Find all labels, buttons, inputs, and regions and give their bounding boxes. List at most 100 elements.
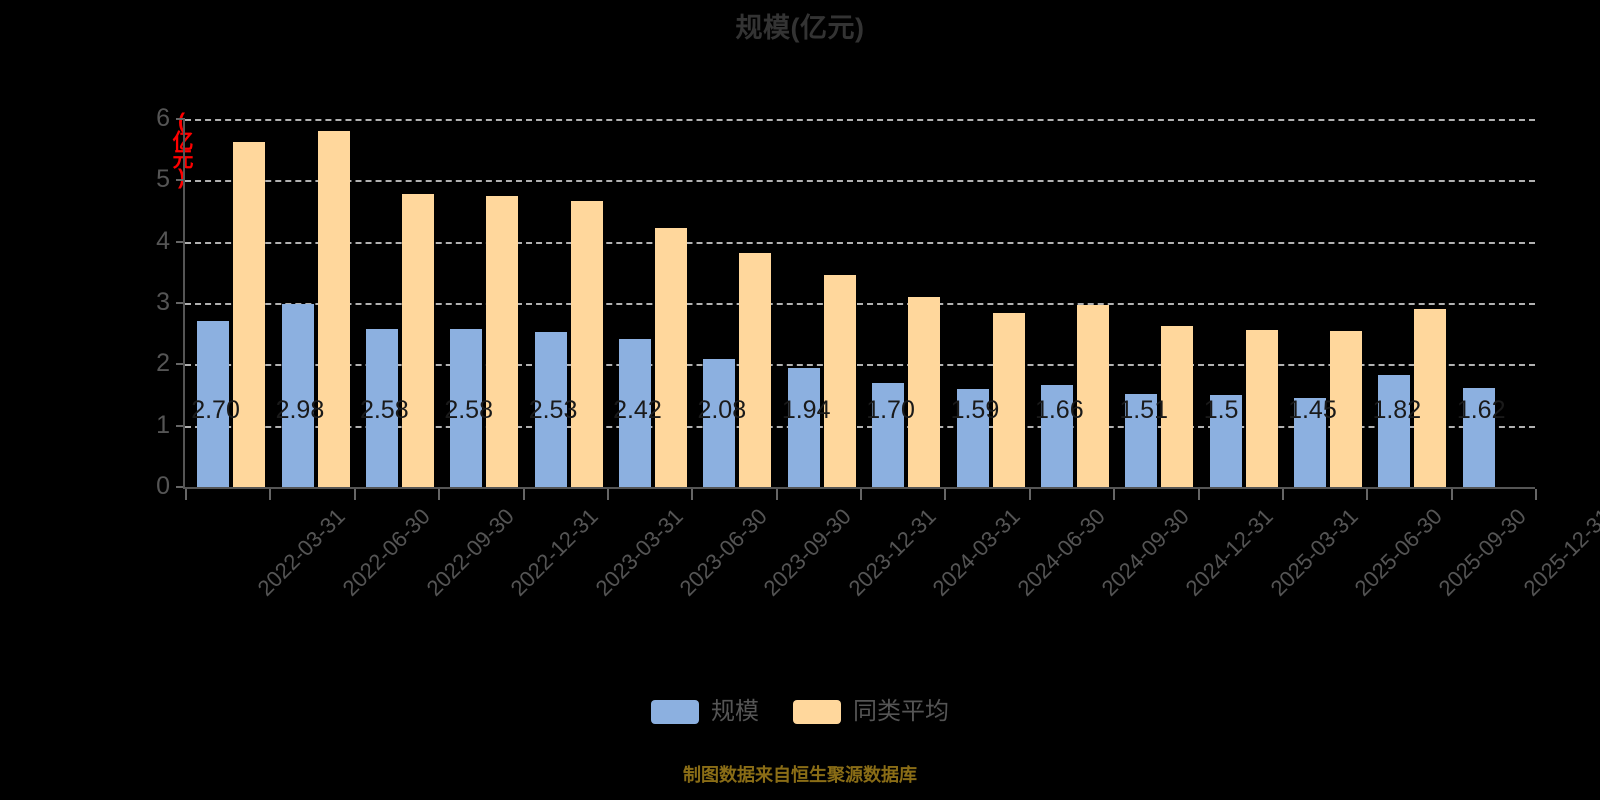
bar-peer-average[interactable] (1245, 330, 1278, 487)
y-tick-label: 3 (156, 288, 170, 316)
x-tick-label: 2025-03-31 (1265, 503, 1363, 601)
legend-item[interactable]: 规模 (651, 700, 759, 724)
bar-size[interactable] (956, 389, 989, 487)
y-tick-mark (176, 302, 185, 304)
x-tick-mark (691, 489, 694, 500)
bar-peer-average[interactable] (233, 142, 266, 487)
bar-size[interactable] (450, 328, 483, 487)
x-tick-label: 2022-09-30 (421, 503, 519, 601)
bar-size[interactable] (197, 321, 230, 487)
gridline (185, 364, 1535, 367)
bar-size[interactable] (1378, 375, 1411, 487)
bar-peer-average[interactable] (401, 194, 434, 487)
x-tick-mark (1535, 489, 1537, 500)
y-tick-label: 5 (156, 165, 170, 194)
bar-peer-average[interactable] (739, 252, 772, 487)
bar-group (776, 119, 860, 487)
bar-size[interactable] (534, 331, 567, 487)
bar-size[interactable] (872, 382, 905, 487)
x-tick-mark (944, 489, 947, 500)
bar-value-label: 1.51 (1119, 396, 1168, 425)
x-tick-label: 2025-12-31 (1518, 503, 1600, 601)
bar-peer-average[interactable] (317, 131, 350, 487)
bar-group (1282, 119, 1366, 487)
x-tick-mark (775, 489, 778, 500)
x-tick-mark (185, 489, 187, 500)
gridlines (185, 119, 1535, 487)
bar-size[interactable] (1294, 398, 1327, 487)
y-axis-line (183, 119, 185, 488)
x-tick-mark (1028, 489, 1031, 500)
bar-peer-average[interactable] (1076, 304, 1109, 487)
x-tick-label: 2024-09-30 (1096, 503, 1194, 601)
y-tick-mark (176, 118, 185, 120)
bar-size[interactable] (619, 338, 652, 487)
bar-group (523, 119, 607, 487)
bar-value-label: 2.42 (613, 396, 662, 425)
x-tick-mark (1450, 489, 1453, 500)
bar-group (1366, 119, 1450, 487)
bar-peer-average[interactable] (908, 296, 941, 487)
gridline (185, 241, 1535, 244)
bar-size[interactable] (365, 328, 398, 487)
bar-peer-average[interactable] (1161, 325, 1194, 487)
legend: 规模 同类平均 (0, 700, 1600, 724)
bar-group (354, 119, 438, 487)
bar-peer-average[interactable] (823, 274, 856, 487)
bar-value-label: 1.5 (1203, 396, 1239, 425)
bar-size[interactable] (703, 359, 736, 487)
x-tick-label: 2022-03-31 (252, 503, 350, 601)
x-tick-label: 2025-09-30 (1433, 503, 1532, 601)
bar-size[interactable] (787, 368, 820, 487)
bar-peer-average[interactable] (1414, 308, 1447, 487)
bar-group (691, 119, 775, 487)
bar-size[interactable] (1040, 385, 1073, 487)
x-tick-mark (1281, 489, 1284, 500)
bar-size[interactable] (1125, 394, 1158, 487)
x-tick-mark (860, 489, 862, 500)
bar-group (438, 119, 522, 487)
y-tick-mark (176, 424, 185, 427)
bar-size[interactable] (1462, 387, 1495, 487)
y-tick-label: 2 (156, 349, 170, 378)
bar-size[interactable] (1209, 395, 1242, 487)
bar-value-label: 1.45 (1288, 396, 1337, 425)
bar-group (944, 119, 1028, 487)
legend-item[interactable]: 同类平均 (793, 700, 949, 724)
gridline (185, 119, 1535, 121)
bar-group (1113, 119, 1197, 487)
bar-peer-average[interactable] (486, 195, 519, 487)
y-tick-mark (176, 179, 185, 182)
bar-peer-average[interactable] (992, 312, 1025, 487)
bar-peer-average[interactable] (570, 201, 603, 487)
gridline (185, 303, 1535, 305)
x-tick-mark (1197, 489, 1200, 500)
x-tick-mark (353, 489, 356, 500)
bar-value-label: 1.82 (1372, 396, 1422, 425)
x-tick-label: 2022-06-30 (337, 503, 435, 601)
bar-value-label: 1.59 (950, 396, 1000, 425)
legend-swatch-icon (793, 700, 841, 724)
y-tick-label: 1 (156, 410, 170, 439)
x-tick-label: 2025-06-30 (1349, 503, 1447, 601)
footer-note: 制图数据来自恒生聚源数据库 (683, 765, 917, 785)
y-tick-label: 6 (156, 104, 170, 132)
plot-area (185, 119, 1535, 487)
bar-group (269, 119, 353, 487)
x-tick-mark (1113, 489, 1116, 500)
y-tick-mark (176, 486, 185, 488)
bar-size[interactable] (281, 304, 314, 487)
x-tick-label: 2023-09-30 (758, 503, 857, 601)
x-tick-label: 2022-12-31 (505, 503, 604, 601)
bar-value-label: 2.53 (528, 396, 578, 425)
x-tick-label: 2024-03-31 (927, 503, 1025, 601)
y-tick-label: 4 (156, 226, 170, 255)
legend-label: 规模 (711, 698, 759, 725)
gridline (185, 425, 1535, 428)
bar-peer-average[interactable] (655, 227, 688, 487)
bar-peer-average[interactable] (1330, 331, 1363, 487)
y-tick-label: 0 (156, 472, 170, 500)
legend-label: 同类平均 (853, 698, 949, 725)
legend-swatch-icon (651, 700, 699, 724)
